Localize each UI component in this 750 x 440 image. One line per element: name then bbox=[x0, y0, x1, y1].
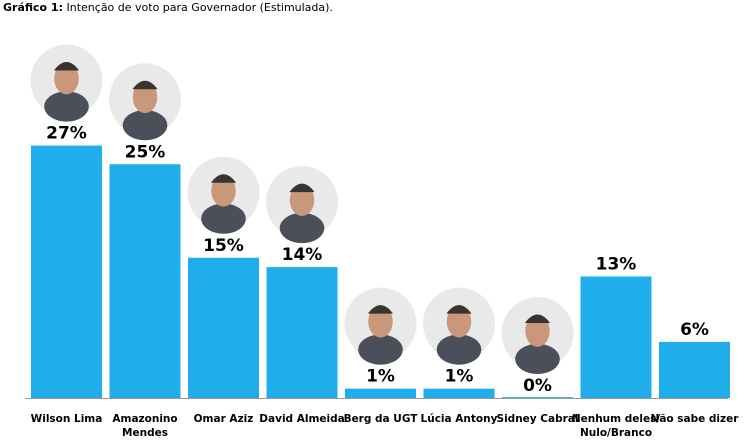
category-label: Nenhum deles/ bbox=[572, 413, 661, 425]
bar bbox=[423, 388, 495, 398]
bar bbox=[266, 267, 338, 398]
photo-hair bbox=[367, 305, 394, 314]
photo-shoulders bbox=[201, 203, 246, 234]
candidate-photo bbox=[501, 297, 574, 375]
photo-hair bbox=[446, 305, 472, 314]
data-label: 15% bbox=[203, 236, 244, 256]
bar bbox=[188, 257, 259, 398]
bar-group: 27% Wilson Lima bbox=[30, 44, 103, 425]
data-label: 27% bbox=[46, 124, 87, 144]
photo-shoulders bbox=[358, 334, 403, 365]
photo-face bbox=[289, 184, 315, 216]
data-label: 1% bbox=[445, 367, 474, 387]
category-label: Sidney Cabral bbox=[497, 413, 579, 425]
bar-group: 15% Omar Aziz bbox=[187, 156, 260, 425]
chart-title: Gráfico 1: Intenção de voto para Governa… bbox=[3, 1, 333, 14]
photo-shoulders bbox=[436, 334, 482, 365]
photo-face bbox=[368, 305, 393, 338]
photo-face bbox=[525, 315, 550, 347]
data-label: 1% bbox=[366, 367, 395, 387]
bar bbox=[580, 276, 652, 398]
bar-group: 13% Nenhum deles/Nulo/Branco bbox=[572, 254, 661, 439]
category-label: Wilson Lima bbox=[31, 413, 103, 425]
bar bbox=[31, 145, 102, 398]
bar-group: 14% David Almeida bbox=[259, 166, 345, 425]
photo-face bbox=[54, 62, 79, 95]
photo-face bbox=[132, 81, 158, 114]
photo-hair bbox=[132, 80, 158, 90]
category-label: Amazonino bbox=[112, 413, 177, 425]
photo-shoulders bbox=[44, 91, 89, 122]
bar-group: 25% Amazonino Mendes bbox=[109, 63, 181, 439]
bar bbox=[345, 388, 416, 398]
candidate-photo bbox=[30, 44, 103, 122]
photo-face bbox=[446, 305, 472, 338]
data-label: 0% bbox=[523, 376, 552, 396]
bar bbox=[659, 341, 730, 398]
photo-hair bbox=[210, 174, 237, 183]
chart-title-prefix: Gráfico 1: bbox=[3, 1, 63, 14]
photo-face bbox=[211, 174, 236, 207]
bar-group: 1% Berg da UGT bbox=[344, 287, 419, 425]
photo-shoulders bbox=[279, 212, 325, 244]
photo-shoulders bbox=[515, 343, 560, 375]
candidate-photo bbox=[187, 156, 260, 234]
candidate-photo bbox=[266, 166, 338, 244]
chart-title-text: Intenção de voto para Governador (Estimu… bbox=[66, 1, 333, 14]
bar bbox=[502, 397, 573, 398]
data-label: 13% bbox=[596, 254, 637, 274]
photo-hair bbox=[524, 314, 551, 323]
candidate-photo bbox=[344, 287, 417, 365]
candidate-photo bbox=[109, 63, 181, 141]
bar-group: 1% Lúcia Antony bbox=[421, 287, 498, 425]
bar bbox=[109, 164, 181, 398]
bar-group: 0% Sidney Cabral bbox=[497, 297, 579, 425]
bar-group: 6% Não sabe dizer bbox=[651, 320, 740, 425]
photo-shoulders bbox=[122, 110, 168, 141]
data-label: 6% bbox=[680, 320, 709, 340]
category-label: Mendes bbox=[122, 427, 168, 439]
candidate-photo bbox=[423, 287, 495, 365]
category-label: Não sabe dizer bbox=[651, 413, 740, 425]
category-label: Lúcia Antony bbox=[421, 413, 498, 425]
data-label: 25% bbox=[125, 142, 166, 162]
data-label: 14% bbox=[282, 245, 323, 265]
category-label: Omar Aziz bbox=[194, 413, 254, 425]
category-label: Berg da UGT bbox=[344, 413, 419, 425]
category-label: David Almeida bbox=[259, 413, 344, 425]
photo-hair bbox=[289, 183, 315, 193]
category-label: Nulo/Branco bbox=[580, 427, 652, 439]
photo-hair bbox=[53, 62, 80, 71]
